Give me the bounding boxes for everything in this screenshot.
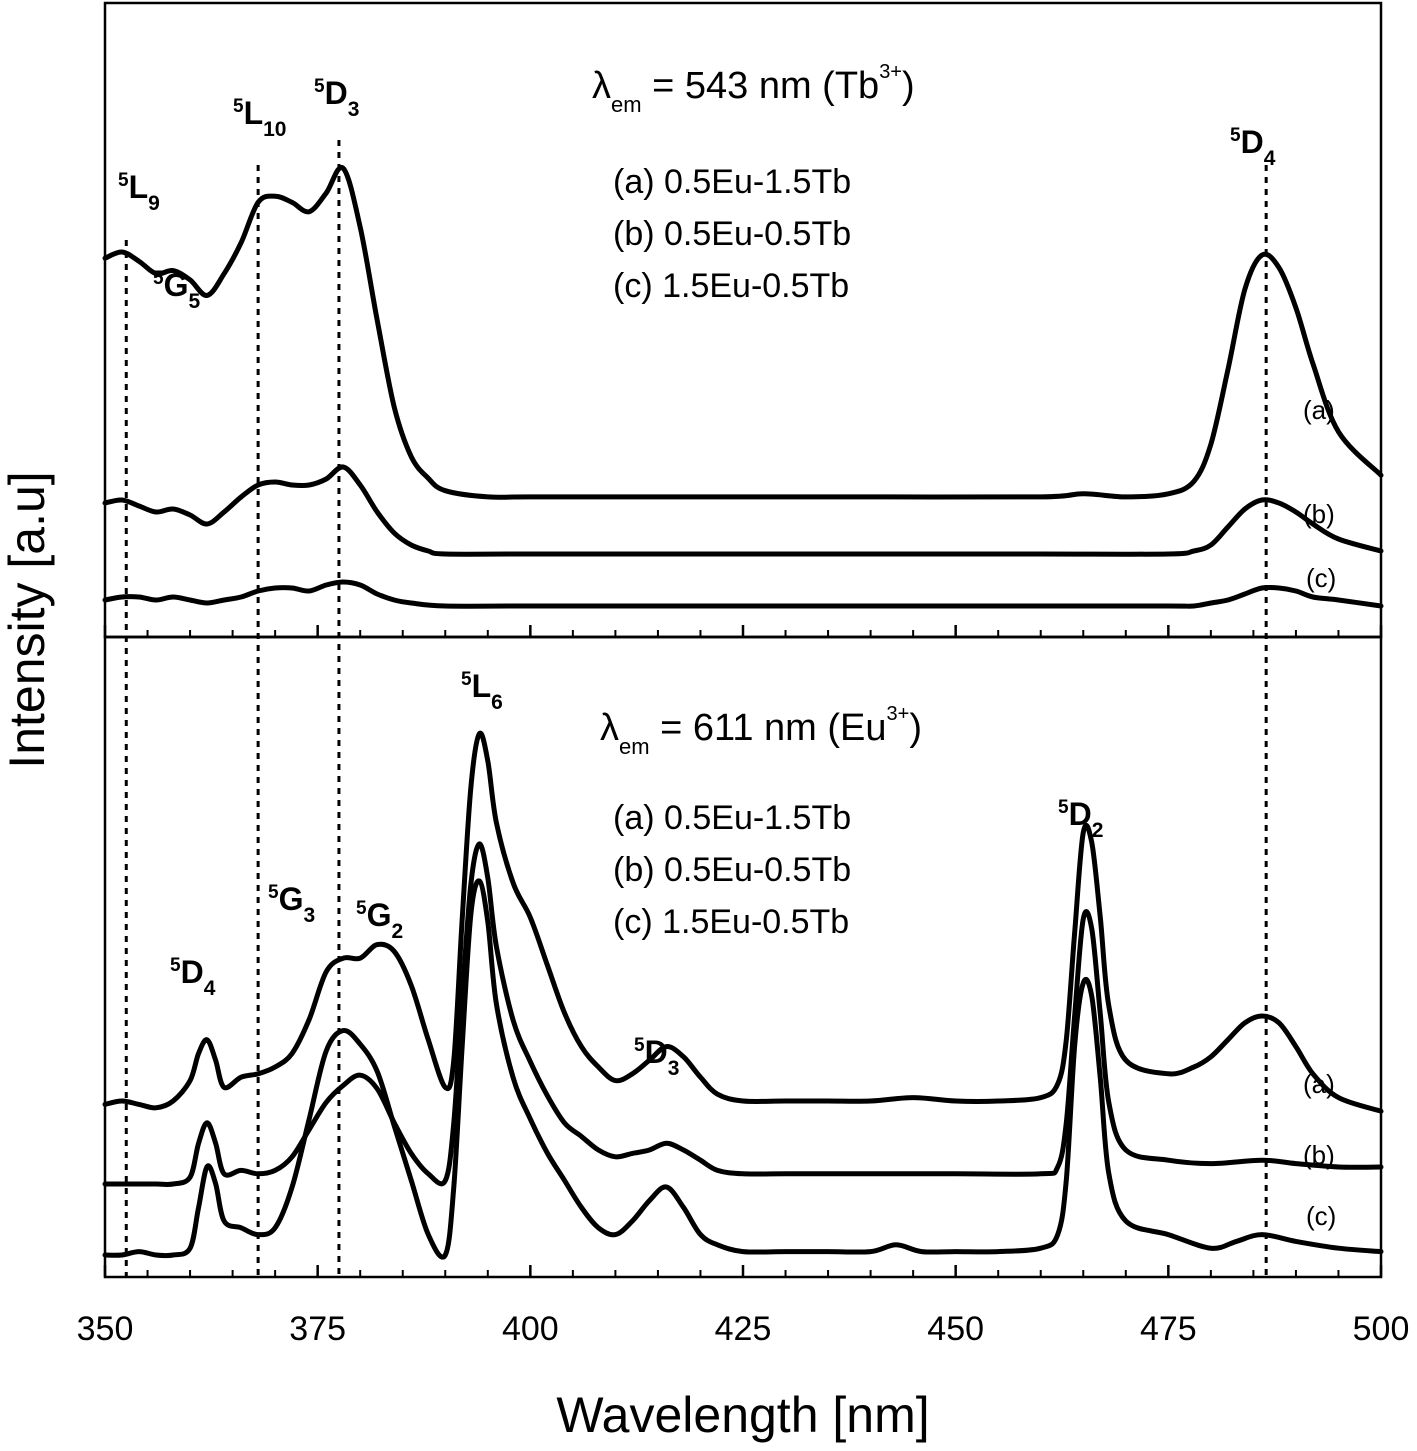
x-tick-label: 450 bbox=[927, 1310, 984, 1348]
series-line-bottom-b bbox=[102, 841, 1384, 1187]
series-label: (b) bbox=[1303, 1140, 1335, 1170]
transition-label: 5L10 bbox=[233, 95, 286, 141]
bottom-legend-a: (a) 0.5Eu-1.5Tb bbox=[613, 799, 851, 837]
series-line-top-a bbox=[102, 164, 1384, 500]
transition-label: 5D2 bbox=[1058, 796, 1103, 842]
title-close: ) bbox=[909, 707, 922, 749]
x-axis-title: Wavelength [nm] bbox=[556, 1387, 929, 1443]
series-line-top-b bbox=[102, 464, 1384, 557]
x-tick-label: 425 bbox=[715, 1310, 772, 1348]
transition-label: 5L6 bbox=[461, 668, 503, 714]
title-main: = 543 nm (Tb bbox=[642, 65, 880, 107]
bottom-legend-b: (b) 0.5Eu-0.5Tb bbox=[613, 851, 851, 889]
x-tick-label: 475 bbox=[1140, 1310, 1197, 1348]
title-superscript: 3+ bbox=[887, 703, 910, 725]
transition-guide-lines bbox=[124, 140, 1268, 1277]
transition-label: 5D3 bbox=[314, 75, 359, 121]
x-tick-label: 350 bbox=[77, 1310, 134, 1348]
series-line-bottom-a bbox=[102, 730, 1384, 1114]
title-subscript: em bbox=[611, 92, 642, 117]
spectra-curves bbox=[102, 164, 1384, 1260]
title-main: = 611 nm (Eu bbox=[650, 707, 887, 749]
lambda-symbol: λ bbox=[592, 65, 611, 107]
transition-label: 5G2 bbox=[356, 897, 403, 943]
transition-label: 5D4 bbox=[1230, 124, 1276, 170]
bottom-legend-c: (c) 1.5Eu-0.5Tb bbox=[613, 903, 849, 941]
x-axis-ticks: 350 375 400 425 450 475 500 bbox=[77, 625, 1410, 1348]
bottom-panel-title: λem = 611 nm (Eu3+) bbox=[600, 703, 922, 759]
lambda-symbol: λ bbox=[600, 707, 619, 749]
transition-label: 5G3 bbox=[268, 881, 315, 927]
title-close: ) bbox=[902, 65, 915, 107]
x-tick-label: 400 bbox=[502, 1310, 559, 1348]
x-tick-label: 375 bbox=[289, 1310, 346, 1348]
top-panel-title: λem = 543 nm (Tb3+) bbox=[592, 61, 915, 117]
title-subscript: em bbox=[619, 734, 650, 759]
transition-label: 5D4 bbox=[170, 954, 216, 1000]
y-axis-title: Intensity [a.u] bbox=[0, 471, 55, 768]
series-label: (c) bbox=[1306, 1201, 1336, 1231]
series-label: (a) bbox=[1303, 1069, 1335, 1099]
series-label: (a) bbox=[1303, 395, 1335, 425]
x-tick-label: 500 bbox=[1353, 1310, 1410, 1348]
top-legend-a: (a) 0.5Eu-1.5Tb bbox=[613, 163, 851, 201]
series-label: (c) bbox=[1306, 563, 1336, 593]
transition-label: 5G5 bbox=[153, 267, 200, 313]
series-line-top-c bbox=[102, 579, 1384, 609]
title-superscript: 3+ bbox=[879, 61, 902, 83]
top-legend-c: (c) 1.5Eu-0.5Tb bbox=[613, 267, 849, 305]
transition-label: 5D3 bbox=[634, 1034, 679, 1080]
series-line-bottom-c bbox=[102, 878, 1384, 1260]
transition-label: 5L9 bbox=[118, 169, 160, 215]
top-legend-b: (b) 0.5Eu-0.5Tb bbox=[613, 215, 851, 253]
series-label: (b) bbox=[1303, 499, 1335, 529]
